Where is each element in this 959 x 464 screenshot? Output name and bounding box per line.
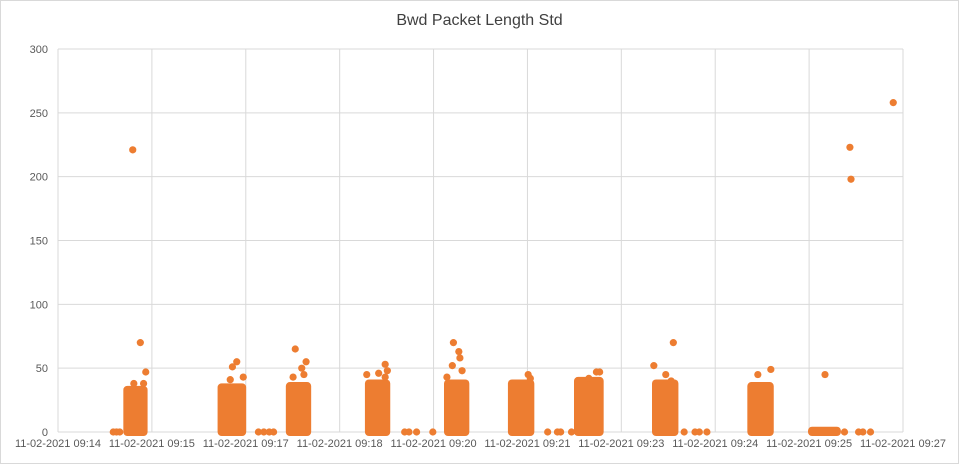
point-cluster bbox=[808, 426, 841, 436]
gridlines bbox=[57, 48, 904, 433]
data-point bbox=[662, 370, 670, 379]
x-tick-label: 11-02-2021 09:25 bbox=[766, 438, 852, 450]
data-point bbox=[846, 143, 854, 151]
data-point bbox=[260, 428, 268, 436]
x-tick-label: 11-02-2021 09:20 bbox=[391, 438, 477, 450]
data-point bbox=[695, 428, 703, 436]
data-point bbox=[298, 364, 306, 372]
data-point bbox=[840, 428, 849, 436]
data-point bbox=[381, 360, 389, 368]
point-cluster bbox=[574, 376, 604, 436]
data-point bbox=[455, 347, 463, 356]
data-point bbox=[443, 373, 451, 381]
y-tick-label: 300 bbox=[30, 44, 48, 56]
x-tick-label: 11-02-2021 09:14 bbox=[15, 438, 101, 450]
data-point bbox=[136, 339, 144, 347]
point-cluster bbox=[364, 379, 391, 436]
data-point bbox=[291, 345, 299, 353]
data-point bbox=[859, 428, 867, 436]
data-point bbox=[448, 362, 456, 370]
axes: 0 50 100 150 200 250 300 11-02-2021 09:14 11-02-… bbox=[15, 44, 946, 450]
data-point bbox=[429, 428, 437, 436]
data-point bbox=[254, 428, 263, 436]
data-point bbox=[381, 373, 389, 381]
data-point bbox=[363, 370, 371, 379]
x-tick-label: 11-02-2021 09:18 bbox=[297, 438, 383, 450]
point-clusters bbox=[123, 376, 841, 436]
x-tick-label: 11-02-2021 09:17 bbox=[203, 438, 289, 450]
point-cluster bbox=[444, 379, 470, 436]
data-point bbox=[703, 428, 711, 436]
y-tick-label: 50 bbox=[36, 363, 48, 375]
x-tick-label: 11-02-2021 09:24 bbox=[672, 438, 758, 450]
data-point bbox=[375, 369, 383, 377]
data-point bbox=[458, 367, 466, 375]
data-point bbox=[116, 428, 124, 436]
data-point bbox=[383, 367, 391, 375]
data-point bbox=[669, 339, 677, 347]
data-point bbox=[233, 358, 241, 366]
y-tick-label: 0 bbox=[42, 427, 48, 439]
data-point bbox=[289, 373, 297, 381]
point-cluster bbox=[217, 383, 247, 436]
data-point bbox=[567, 428, 576, 436]
data-point bbox=[544, 428, 552, 436]
y-tick-label: 150 bbox=[30, 236, 48, 248]
data-point bbox=[226, 376, 234, 384]
data-point bbox=[585, 374, 593, 382]
data-point bbox=[889, 99, 897, 107]
data-point bbox=[449, 339, 458, 347]
x-tick-label: 11-02-2021 09:15 bbox=[109, 438, 195, 450]
x-tick-label: 11-02-2021 09:21 bbox=[484, 438, 570, 450]
x-tick-label: 11-02-2021 09:23 bbox=[578, 438, 664, 450]
data-point bbox=[302, 358, 310, 366]
data-point bbox=[667, 377, 675, 385]
data-point bbox=[680, 428, 688, 436]
data-point bbox=[412, 428, 421, 436]
data-point bbox=[228, 363, 237, 371]
data-point bbox=[767, 365, 775, 374]
data-point bbox=[847, 175, 855, 183]
point-cluster bbox=[652, 379, 679, 436]
point-cluster bbox=[507, 379, 535, 436]
data-point bbox=[821, 370, 829, 379]
point-cluster bbox=[285, 382, 312, 436]
data-point bbox=[129, 146, 137, 154]
data-point bbox=[142, 368, 150, 376]
data-point bbox=[300, 370, 308, 379]
y-tick-label: 250 bbox=[30, 108, 48, 120]
data-point bbox=[456, 354, 464, 362]
data-point bbox=[557, 428, 565, 436]
data-point bbox=[596, 368, 604, 376]
data-points bbox=[109, 99, 897, 436]
y-tick-label: 100 bbox=[30, 299, 48, 311]
data-point bbox=[650, 362, 658, 370]
point-cluster bbox=[123, 385, 148, 436]
data-point bbox=[130, 379, 138, 388]
data-point bbox=[866, 428, 875, 436]
y-tick-label: 200 bbox=[30, 172, 48, 184]
point-cluster bbox=[747, 382, 774, 436]
chart-title: Bwd Packet Length Std bbox=[396, 12, 563, 29]
data-point bbox=[239, 373, 247, 381]
data-point bbox=[269, 428, 278, 436]
data-point bbox=[526, 374, 534, 382]
data-point bbox=[405, 428, 413, 436]
data-point bbox=[754, 370, 762, 379]
x-tick-label: 11-02-2021 09:27 bbox=[860, 438, 946, 450]
data-point bbox=[139, 379, 148, 388]
